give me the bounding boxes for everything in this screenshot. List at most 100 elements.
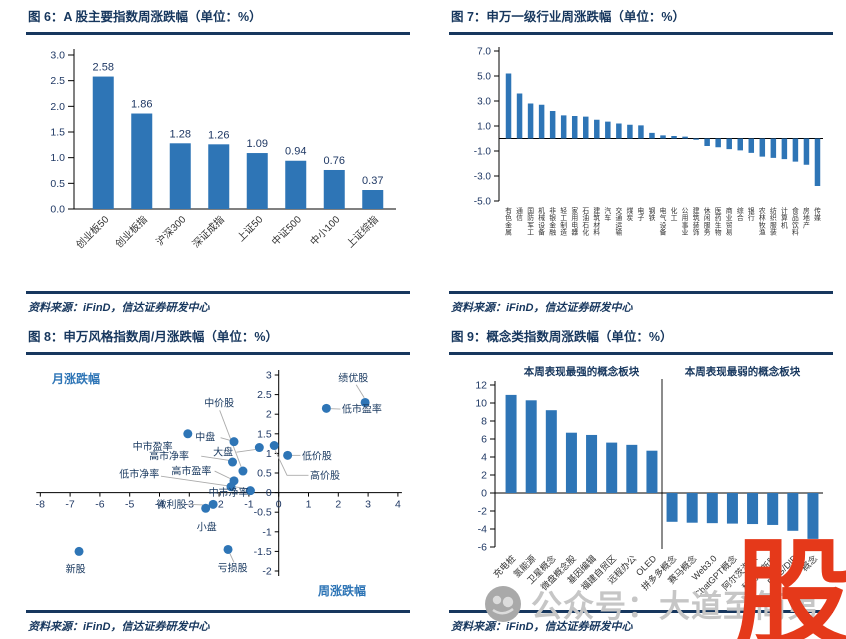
fig7-title: 图 7：申万一级行业周涨跌幅（单位：%）: [451, 10, 686, 24]
svg-text:计: 计: [781, 206, 788, 215]
svg-text:石: 石: [582, 207, 589, 215]
fig9-title: 图 9：概念类指数周涨跌幅（单位：%）: [451, 330, 673, 344]
fig8-bottom-rule: [26, 610, 410, 613]
svg-text:上证50: 上证50: [235, 213, 266, 244]
svg-text:工: 工: [560, 215, 567, 222]
fig6-chart: 3.0 2.5 2.0 1.5 1.0 0.5 0.0 2.58 创业板50 1.86 创业板指 1.…: [26, 35, 410, 291]
svg-text:机: 机: [538, 206, 545, 215]
svg-text:1.26: 1.26: [208, 129, 229, 141]
svg-text:1.09: 1.09: [247, 138, 268, 150]
svg-text:上证综指: 上证综指: [343, 213, 380, 250]
svg-text:饰: 饰: [693, 228, 700, 237]
svg-text:4: 4: [481, 452, 487, 464]
panel-fig9: 图 9：概念类指数周涨跌幅（单位：%） 本周表现最强的概念板块 本周表现最弱的概念…: [423, 320, 846, 639]
svg-text:材: 材: [593, 220, 600, 229]
svg-text:装: 装: [693, 220, 700, 229]
panel-fig7: 图 7：申万一级行业周涨跌幅（单位：%） 7.0 5.0 3.0 1.0 -1.0 -3.…: [423, 0, 846, 320]
fig9-bottom-rule: [449, 610, 833, 613]
svg-text:品: 品: [792, 214, 799, 222]
svg-text:-5.0: -5.0: [474, 197, 492, 208]
svg-text:媒: 媒: [814, 213, 821, 222]
svg-text:石: 石: [582, 221, 589, 229]
svg-text:牧: 牧: [759, 220, 766, 229]
svg-text:中小100: 中小100: [307, 213, 342, 248]
svg-text:国: 国: [527, 207, 534, 215]
svg-text:4: 4: [395, 499, 401, 511]
svg-text:饮: 饮: [792, 220, 799, 229]
svg-text:务: 务: [704, 228, 711, 237]
svg-text:月涨跌幅: 月涨跌幅: [51, 371, 100, 386]
svg-text:-3.0: -3.0: [474, 172, 492, 183]
svg-text:-8: -8: [36, 499, 45, 511]
panel-fig6: 图 6：A 股主要指数周涨跌幅（单位：%） 3.0 2.5 2.0 1.5 1.0 0.5…: [0, 0, 423, 320]
svg-text:生: 生: [715, 220, 722, 229]
svg-text:车: 车: [604, 213, 611, 222]
svg-text:12: 12: [475, 380, 487, 392]
panel-fig8: 图 8：申万风格指数周/月涨跌幅（单位：%） -8 -7 -6 -5 -4 -3 -2 -1 0…: [0, 320, 423, 639]
svg-text:药: 药: [715, 213, 722, 222]
svg-text:造: 造: [560, 228, 567, 237]
svg-text:化: 化: [671, 206, 678, 215]
svg-text:2.5: 2.5: [257, 389, 272, 401]
svg-text:3: 3: [266, 370, 272, 382]
svg-text:机: 机: [781, 220, 788, 229]
svg-text:-2: -2: [262, 566, 271, 578]
svg-text:2.58: 2.58: [93, 62, 114, 74]
svg-text:5.0: 5.0: [477, 72, 491, 83]
fig8-chart: -8 -7 -6 -5 -4 -3 -2 -1 0 1 2 3 4 3 2.5 2 1.5 1 0.5 0 -0.5 -1…: [26, 355, 410, 610]
fig7-bottom-rule: [449, 291, 833, 294]
svg-text:设: 设: [538, 220, 545, 229]
svg-text:微利股: 微利股: [157, 498, 187, 511]
svg-text:2: 2: [335, 499, 341, 511]
svg-text:钢: 钢: [649, 206, 656, 215]
svg-text:服: 服: [704, 221, 711, 229]
svg-text:色: 色: [505, 213, 512, 222]
svg-text:料: 料: [593, 228, 600, 237]
svg-text:铁: 铁: [649, 213, 656, 222]
fig7-chart: 7.0 5.0 3.0 1.0 -1.0 -3.0 -5.0 有色金属通信国防军工机械设备非银…: [449, 35, 833, 291]
svg-text:0: 0: [266, 487, 272, 499]
svg-text:家: 家: [571, 206, 578, 215]
svg-text:农: 农: [759, 206, 766, 215]
svg-text:1.0: 1.0: [477, 122, 491, 133]
svg-text:0: 0: [481, 488, 487, 500]
svg-text:军: 军: [527, 221, 534, 229]
svg-text:-4: -4: [478, 524, 487, 536]
svg-text:轻: 轻: [560, 206, 567, 215]
svg-text:0: 0: [276, 499, 282, 511]
svg-text:2: 2: [266, 409, 272, 421]
svg-text:-1: -1: [262, 526, 271, 538]
svg-text:料: 料: [792, 228, 799, 237]
svg-text:非: 非: [549, 206, 556, 215]
svg-text:-6: -6: [478, 542, 487, 554]
svg-text:低市净率: 低市净率: [119, 467, 159, 480]
fig7-bar-chart: 7.05.03.01.0-1.0-3.0-5.0有色金属通信国防军工机械设备非银…: [474, 47, 823, 237]
svg-text:织: 织: [770, 213, 777, 222]
svg-text:1.28: 1.28: [170, 128, 191, 140]
fig9-top-rule: [449, 352, 833, 355]
svg-text:概念: 概念: [799, 553, 820, 574]
svg-text:事: 事: [682, 220, 689, 229]
svg-text:行: 行: [748, 213, 755, 222]
svg-text:本周表现最弱的概念板块: 本周表现最弱的概念板块: [685, 365, 801, 378]
svg-text:筑: 筑: [693, 213, 700, 222]
svg-text:医: 医: [715, 207, 722, 215]
svg-text:-5: -5: [125, 499, 134, 511]
fig9-source: 资料来源：iFinD，信达证券研发中心: [451, 621, 633, 633]
svg-text:气: 气: [660, 213, 667, 222]
svg-text:设: 设: [660, 220, 667, 229]
fig8-source: 资料来源：iFinD，信达证券研发中心: [28, 621, 210, 633]
svg-text:食: 食: [792, 206, 799, 215]
svg-text:交: 交: [615, 206, 622, 215]
svg-text:-2: -2: [214, 499, 223, 511]
svg-text:运: 运: [615, 221, 622, 229]
svg-text:1.0: 1.0: [50, 152, 65, 164]
svg-text:算: 算: [781, 213, 788, 222]
svg-text:油: 油: [582, 213, 589, 222]
svg-text:合: 合: [737, 213, 744, 222]
svg-text:0.5: 0.5: [50, 178, 65, 190]
svg-text:筑: 筑: [593, 213, 600, 222]
svg-text:10: 10: [475, 398, 487, 410]
svg-text:3.0: 3.0: [50, 50, 65, 62]
svg-text:创业板50: 创业板50: [73, 213, 112, 252]
